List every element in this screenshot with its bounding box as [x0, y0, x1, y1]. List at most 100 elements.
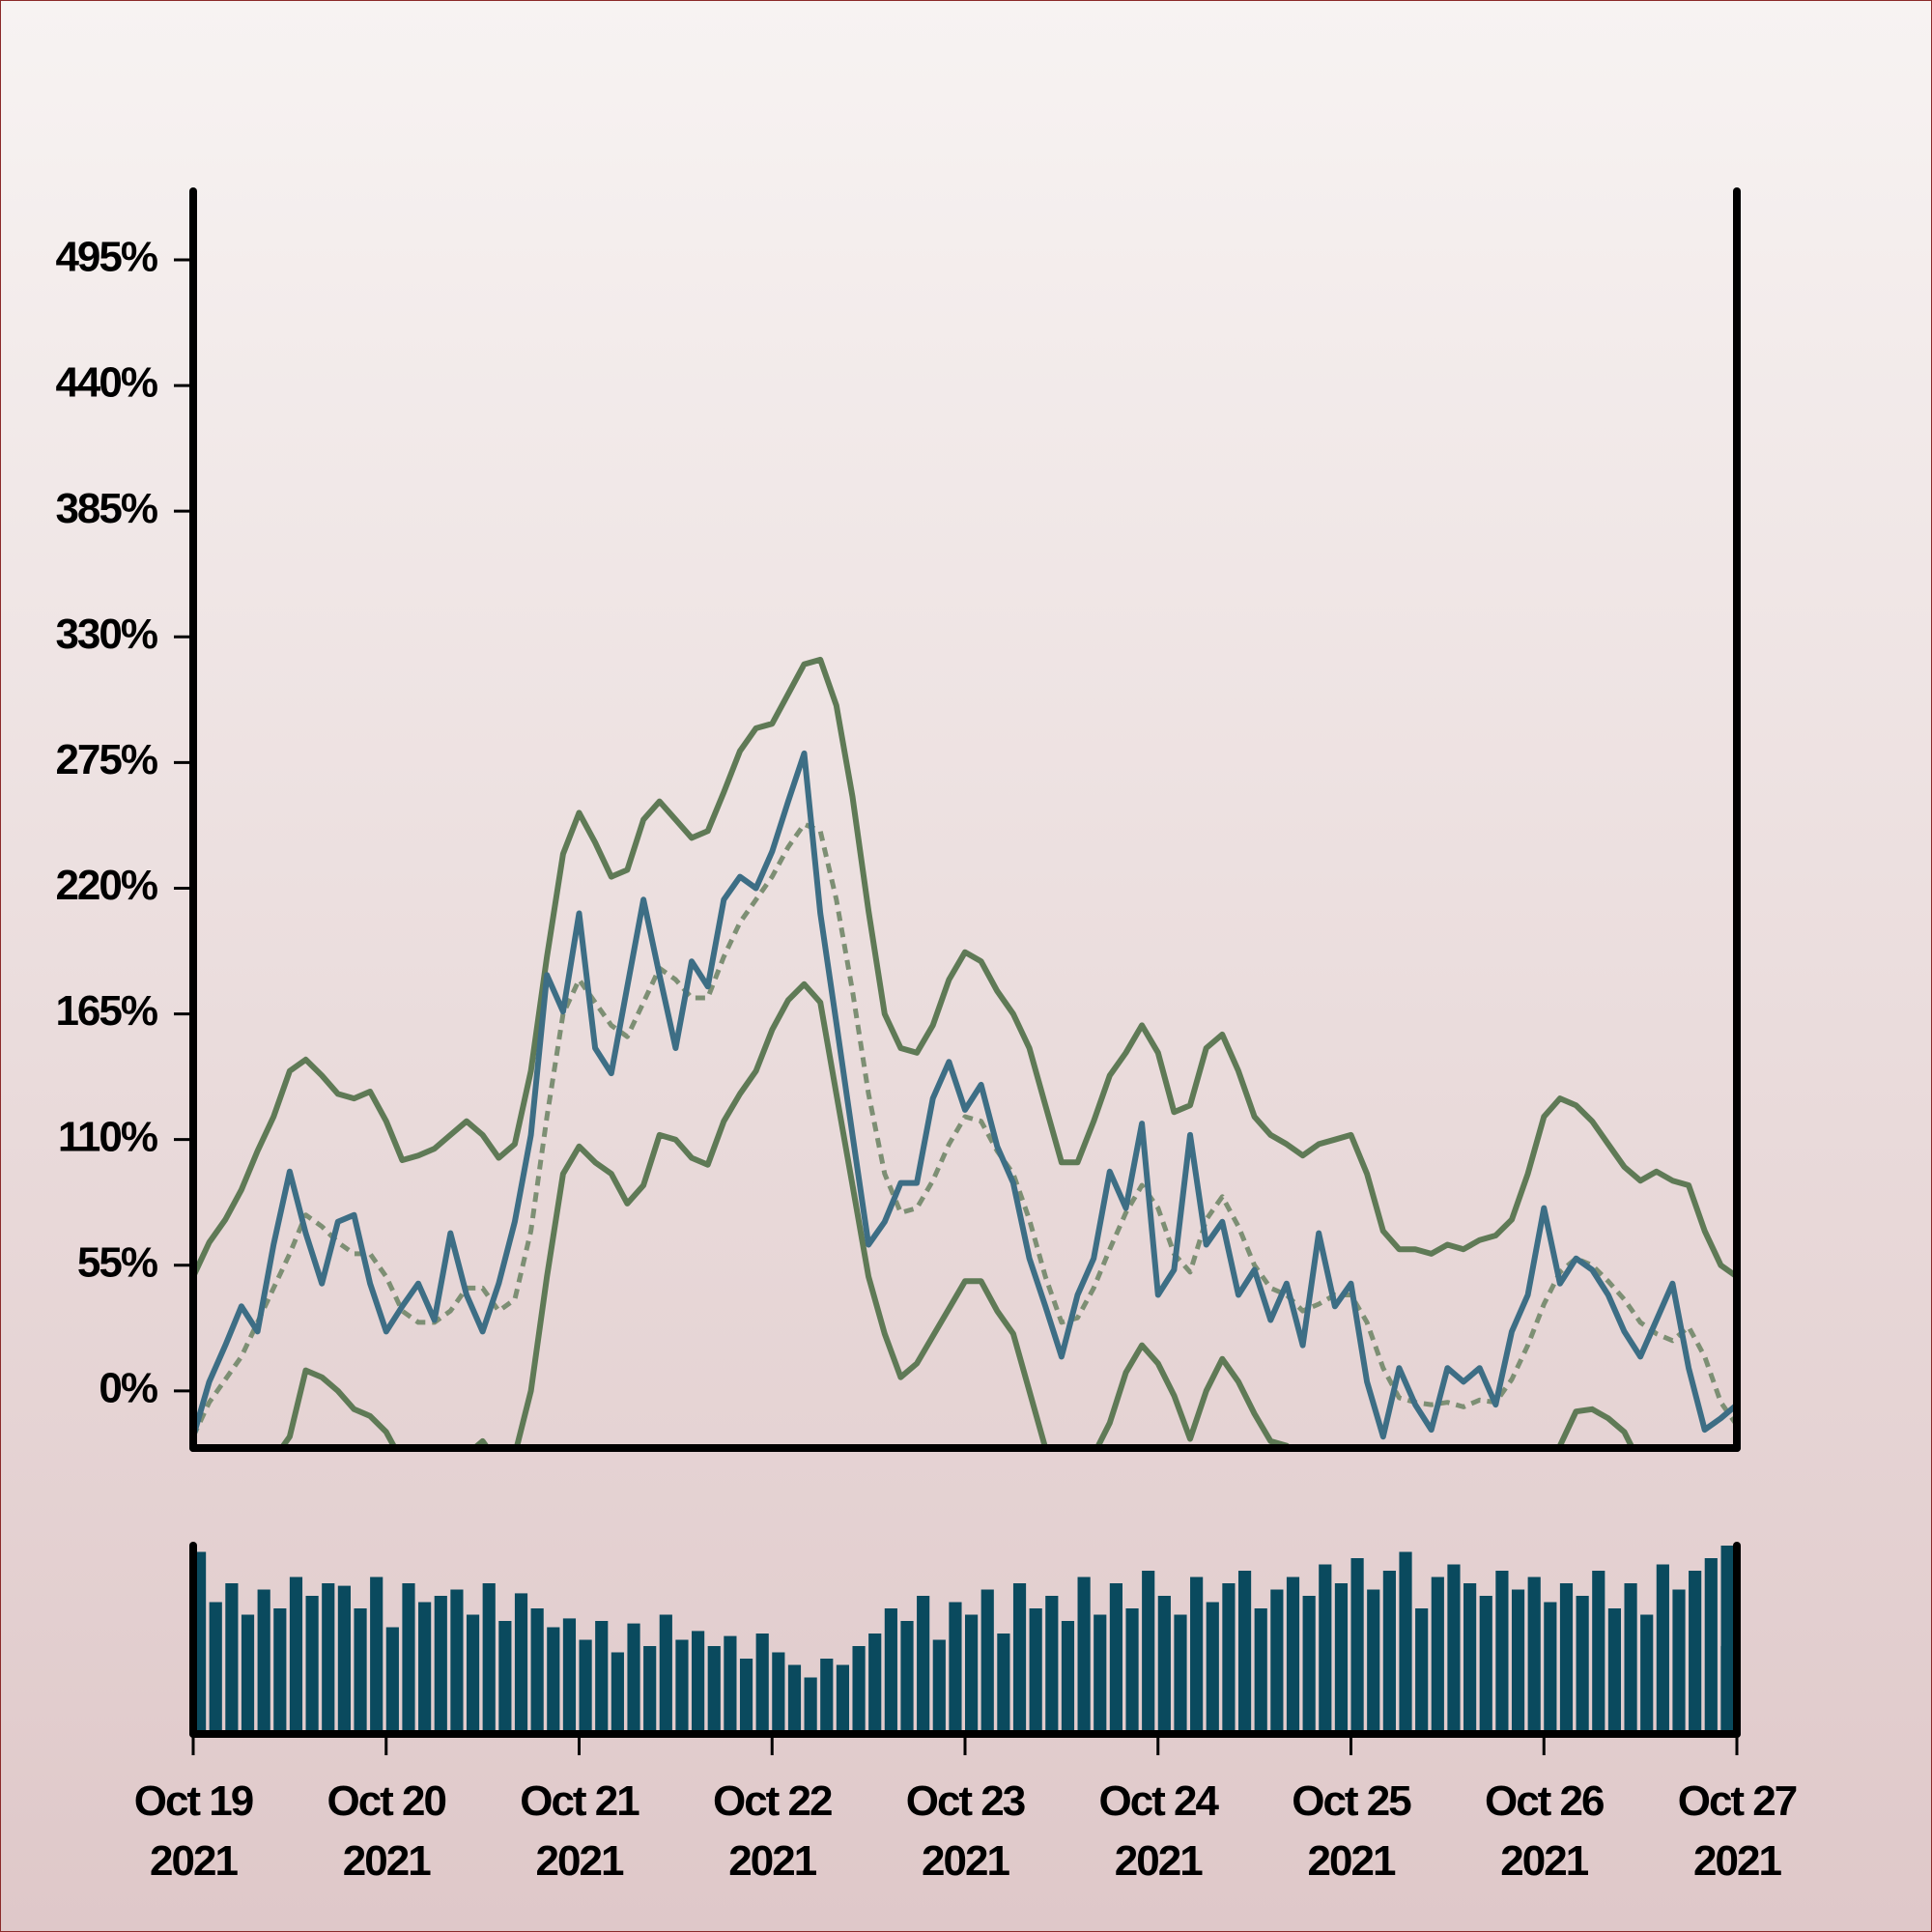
volume-bar: [1270, 1589, 1284, 1734]
volume-bar: [675, 1639, 689, 1734]
volume-bar: [322, 1583, 335, 1734]
x-tick-label: Oct 24 2021: [1098, 1777, 1219, 1885]
volume-bar: [1029, 1608, 1042, 1734]
volume-bar: [1463, 1583, 1477, 1734]
volume-bar: [820, 1659, 834, 1734]
volume-bar: [1319, 1564, 1332, 1734]
volume-bar: [1094, 1614, 1107, 1734]
volume-bar: [562, 1618, 577, 1734]
volume-bar: [482, 1583, 496, 1734]
volume-bar: [787, 1664, 802, 1734]
x-tick-label: Oct 23 2021: [905, 1777, 1027, 1885]
y-tick-label: 440%: [55, 359, 156, 407]
x-tick-label: Oct 26 2021: [1484, 1777, 1605, 1885]
volume-bar: [900, 1621, 914, 1734]
volume-bar: [1511, 1589, 1525, 1734]
y-tick-label: 55%: [77, 1238, 157, 1286]
x-tick-label: Oct 20 2021: [327, 1777, 447, 1885]
volume-bar: [1415, 1608, 1429, 1734]
volume-bar: [1109, 1583, 1122, 1734]
volume-bar: [1142, 1571, 1155, 1734]
plot-area: [193, 656, 1737, 1448]
volume-bar: [1286, 1577, 1300, 1734]
y-tick-label: 495%: [55, 234, 156, 281]
volume-bar: [1447, 1564, 1461, 1734]
volume-bar: [450, 1589, 464, 1734]
volume-bar: [1399, 1551, 1412, 1734]
volume-bar: [498, 1621, 512, 1734]
series-line: [193, 656, 1737, 1280]
x-tick-label: Oct 19 2021: [133, 1777, 255, 1885]
volume-bar: [804, 1677, 817, 1734]
volume-bar: [965, 1614, 979, 1734]
volume-bar: [514, 1593, 528, 1734]
x-tick-label: Oct 25 2021: [1292, 1777, 1412, 1885]
volume-bar: [692, 1631, 705, 1734]
volume-bar: [627, 1623, 640, 1734]
series-line: [277, 980, 1636, 1448]
volume-bar: [643, 1646, 657, 1734]
volume-bar: [595, 1621, 609, 1734]
volume-bar: [241, 1614, 255, 1734]
volume-bar: [305, 1596, 319, 1734]
volume-bar: [547, 1627, 560, 1734]
volume-bar: [1672, 1589, 1686, 1734]
x-tick-label: Oct 22 2021: [712, 1777, 834, 1885]
y-tick-label: 220%: [55, 862, 156, 909]
volume-bar: [917, 1596, 930, 1734]
volume-bar: [1012, 1583, 1027, 1734]
volume-bar: [1382, 1571, 1396, 1734]
volume-bar: [1495, 1571, 1509, 1734]
volume-bar: [402, 1583, 415, 1734]
volume-bar: [739, 1659, 753, 1734]
volume-bar: [836, 1664, 850, 1734]
volume-bar: [1190, 1577, 1204, 1734]
volume-bar: [1254, 1608, 1267, 1734]
volume-bar: [1607, 1608, 1622, 1734]
volume-bar: [1624, 1583, 1637, 1734]
volume-bar: [1367, 1589, 1380, 1734]
volume-bar: [1689, 1571, 1702, 1734]
volume-bar: [1174, 1614, 1187, 1734]
volume-bar: [466, 1614, 480, 1734]
volume-bar: [1157, 1596, 1171, 1734]
volume-bar: [1237, 1571, 1252, 1734]
volume-bar: [1222, 1583, 1236, 1734]
volume-bar: [1592, 1571, 1605, 1734]
volume-bar: [884, 1608, 897, 1734]
volume-bar: [755, 1634, 769, 1734]
volume-bar: [949, 1602, 962, 1734]
volume-bar: [209, 1602, 222, 1734]
y-tick-label: 275%: [55, 736, 156, 783]
volume-bar: [1544, 1602, 1557, 1734]
volume-bar: [385, 1627, 399, 1734]
volume-bar: [257, 1589, 270, 1734]
volume-bar: [1576, 1596, 1589, 1734]
volume-bar: [724, 1635, 737, 1734]
volume-bar: [1045, 1596, 1059, 1734]
volume-bar: [273, 1608, 287, 1734]
volume-bar: [1527, 1577, 1541, 1734]
volume-bar: [579, 1639, 592, 1734]
y-tick-label: 110%: [58, 1113, 157, 1160]
volume-bar: [772, 1652, 785, 1734]
volume-bar: [1431, 1577, 1444, 1734]
volume-bar: [225, 1583, 239, 1734]
x-tick-label: Oct 21 2021: [520, 1777, 640, 1885]
volume-bar: [1704, 1558, 1718, 1734]
volume-bar: [1479, 1596, 1492, 1734]
volume-bar: [932, 1639, 946, 1734]
volume-bar: [1720, 1546, 1734, 1734]
volume-bar: [434, 1596, 447, 1734]
volume-bar: [354, 1608, 367, 1734]
volume-bar: [1302, 1596, 1316, 1734]
volume-bar: [337, 1585, 351, 1734]
volume-bar: [289, 1577, 303, 1734]
volume-bar: [1559, 1583, 1574, 1734]
volume-bar: [370, 1577, 384, 1734]
volume-bar: [997, 1634, 1010, 1734]
volume-bar: [611, 1652, 624, 1734]
volume-bar: [1077, 1577, 1091, 1734]
volume-bar: [980, 1589, 994, 1734]
